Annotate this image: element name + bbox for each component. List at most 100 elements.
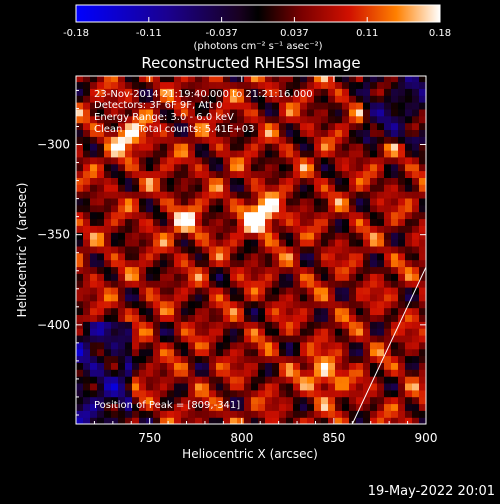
heatmap-cell xyxy=(118,300,126,309)
heatmap-cell xyxy=(125,232,133,240)
heatmap-cell xyxy=(174,122,182,130)
heatmap-cell xyxy=(279,376,287,384)
colorbar-tick-label: 0.037 xyxy=(280,28,309,39)
heatmap-cell xyxy=(160,293,168,302)
colorbar-tick-label: -0.037 xyxy=(205,28,237,39)
heatmap-cell xyxy=(181,328,189,336)
heatmap-cell xyxy=(335,136,343,144)
heatmap-cell xyxy=(111,163,119,172)
heatmap-cell xyxy=(258,232,266,240)
heatmap-cell xyxy=(279,259,287,268)
heatmap-cell xyxy=(265,334,273,343)
heatmap-cell xyxy=(300,218,308,226)
heatmap-cell xyxy=(300,245,308,254)
heatmap-cell xyxy=(335,355,343,363)
heatmap-cell xyxy=(328,314,336,322)
heatmap-cell xyxy=(209,239,217,247)
heatmap-cell xyxy=(321,76,329,83)
x-tick-label: 850 xyxy=(322,431,345,445)
heatmap-cell xyxy=(377,204,385,213)
heatmap-cell xyxy=(356,225,364,233)
heatmap-cell xyxy=(76,396,84,405)
heatmap-cell xyxy=(307,273,315,281)
heatmap-cell xyxy=(356,163,364,172)
heatmap-cell xyxy=(139,362,147,370)
heatmap-cell xyxy=(265,143,273,151)
heatmap-cell xyxy=(293,129,301,137)
heatmap-cell xyxy=(356,102,364,110)
heatmap-cell xyxy=(209,191,217,199)
heatmap-cell xyxy=(230,293,238,302)
heatmap-cell xyxy=(160,122,168,130)
heatmap-cell xyxy=(258,403,266,411)
heatmap-cell xyxy=(412,184,420,192)
heatmap-cell xyxy=(230,149,238,158)
heatmap-cell xyxy=(167,95,175,103)
heatmap-cell xyxy=(76,81,84,89)
heatmap-cell xyxy=(286,191,294,199)
heatmap-cell xyxy=(216,259,224,268)
heatmap-cell xyxy=(237,293,245,302)
heatmap-cell xyxy=(223,369,231,377)
heatmap-cell xyxy=(251,76,259,83)
heatmap-cell xyxy=(237,108,245,117)
heatmap-cell xyxy=(97,369,105,377)
heatmap-cell xyxy=(426,212,434,220)
heatmap-cell xyxy=(76,300,84,309)
heatmap-cell xyxy=(118,334,126,343)
heatmap-cell xyxy=(356,369,364,377)
heatmap-cell xyxy=(244,184,252,192)
heatmap-cell xyxy=(272,321,280,329)
heatmap-cell xyxy=(118,259,126,268)
heatmap-cell xyxy=(118,396,126,405)
heatmap-cell xyxy=(132,218,140,226)
heatmap-cell xyxy=(125,376,133,384)
heatmap-cell xyxy=(202,341,210,350)
heatmap-cell xyxy=(104,245,112,254)
heatmap-cell xyxy=(314,245,322,254)
heatmap-cell xyxy=(328,191,336,199)
heatmap-cell xyxy=(307,149,315,158)
heatmap-cell xyxy=(265,239,273,247)
heatmap-cell xyxy=(328,293,336,302)
heatmap-cell xyxy=(230,396,238,405)
heatmap-cell xyxy=(181,81,189,89)
heatmap-cell xyxy=(426,321,434,329)
heatmap-cell xyxy=(342,382,350,391)
heatmap-cell xyxy=(76,149,84,158)
heatmap-cell xyxy=(321,136,329,144)
heatmap-cell xyxy=(377,115,385,124)
heatmap-cell xyxy=(125,355,133,363)
heatmap-cell xyxy=(265,81,273,89)
heatmap-cell xyxy=(83,239,91,247)
heatmap-cell xyxy=(300,184,308,192)
heatmap-cell xyxy=(125,239,133,247)
heatmap-cell xyxy=(153,300,161,309)
heatmap-cell xyxy=(412,259,420,268)
heatmap-cell xyxy=(258,252,266,261)
heatmap-cell xyxy=(104,300,112,309)
heatmap-cell xyxy=(398,102,406,110)
heatmap-cell xyxy=(307,239,315,247)
heatmap-cell xyxy=(160,232,168,240)
heatmap-cell xyxy=(153,334,161,343)
heatmap-cell xyxy=(230,334,238,343)
heatmap-cell xyxy=(307,225,315,233)
heatmap-cell xyxy=(426,88,434,96)
heatmap-cell xyxy=(90,252,98,261)
heatmap-cell xyxy=(83,300,91,309)
heatmap-cell xyxy=(251,403,259,411)
heatmap-cell xyxy=(195,300,203,309)
heatmap-cell xyxy=(363,163,371,172)
heatmap-cell xyxy=(146,239,154,247)
heatmap-cell xyxy=(237,259,245,268)
heatmap-cell xyxy=(286,211,294,220)
heatmap-cell xyxy=(342,314,350,322)
heatmap-cell xyxy=(391,177,399,185)
heatmap-cell xyxy=(251,245,259,254)
heatmap-cell xyxy=(97,341,105,350)
heatmap-cell xyxy=(356,259,364,268)
heatmap-cell xyxy=(363,239,371,247)
heatmap-cell xyxy=(153,197,161,206)
heatmap-cell xyxy=(125,177,133,185)
